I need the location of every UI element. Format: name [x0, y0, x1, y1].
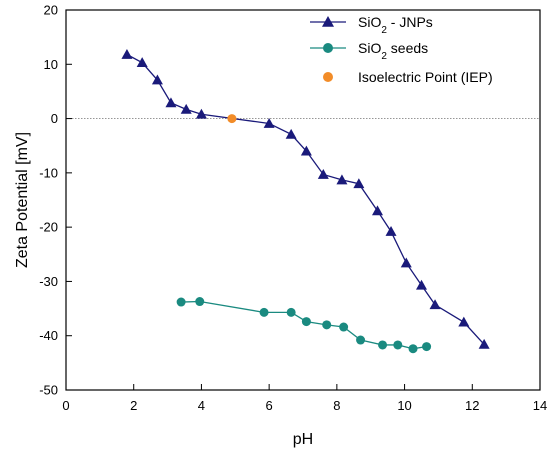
legend-item-1: SiO2 - JNPs: [310, 14, 433, 36]
x-tick-label: 4: [198, 398, 205, 413]
x-tick-label: 6: [266, 398, 273, 413]
y-tick-label: -10: [39, 165, 58, 180]
legend-item-2: SiO2 seeds: [310, 40, 428, 62]
series-2-point-8: [356, 335, 366, 345]
y-tick-label: -30: [39, 274, 58, 289]
series-1-point-9: [300, 145, 312, 156]
x-axis-title: pH: [293, 431, 313, 448]
series-2-point-10: [393, 340, 403, 350]
y-tick-label: -20: [39, 220, 58, 235]
legend-label: SiO2 - JNPs: [358, 14, 433, 36]
series-2-point-1: [176, 297, 186, 307]
series-1-point-2: [136, 57, 148, 68]
series-2-point-4: [286, 307, 296, 317]
x-tick-label: 0: [62, 398, 69, 413]
series-1-point-17: [429, 299, 441, 310]
series-1-point-13: [371, 205, 383, 216]
series-1-point-11: [336, 174, 348, 185]
series-1-point-16: [416, 279, 427, 290]
series-1-point-14: [385, 225, 397, 236]
plot-frame: [65, 9, 541, 391]
series-1-point-10: [317, 168, 329, 179]
series-1-point-12: [353, 178, 365, 189]
series-2-point-12: [422, 342, 432, 352]
legend-item-3: Isoelectric Point (IEP): [323, 69, 493, 85]
y-tick-label: 10: [44, 57, 58, 72]
legend-label: Isoelectric Point (IEP): [358, 69, 493, 85]
series-2-point-5: [301, 317, 311, 327]
series-2-point-6: [322, 320, 332, 330]
series-2-point-2: [195, 297, 205, 307]
y-tick-label: -40: [39, 328, 58, 343]
y-tick-label: 0: [51, 111, 58, 126]
series-1-point-4: [165, 97, 177, 108]
series-2-point-9: [378, 340, 388, 350]
series-3-point-1: [227, 114, 237, 124]
x-tick-label: 12: [465, 398, 479, 413]
series-1-point-18: [458, 316, 470, 327]
series-2-point-11: [408, 344, 418, 354]
series-1-point-19: [478, 338, 490, 349]
legend: SiO2 - JNPs SiO2 seeds Isoelectric Point (…: [310, 14, 493, 85]
series-1: [121, 49, 490, 349]
series-2-point-7: [339, 322, 349, 332]
series-3: [227, 114, 237, 124]
legend-swatch-marker: [322, 16, 334, 27]
x-tick-label: 10: [397, 398, 411, 413]
legend-swatch-marker: [323, 72, 333, 82]
series-1-point-5: [180, 103, 192, 114]
series-1-point-6: [195, 108, 207, 119]
y-axis-title: Zeta Potential [mV]: [14, 132, 31, 268]
x-tick-label: 2: [130, 398, 137, 413]
legend-label: SiO2 seeds: [358, 40, 428, 62]
series-1-point-1: [121, 49, 133, 59]
series-1-point-15: [400, 257, 412, 268]
x-tick-label: 8: [333, 398, 340, 413]
y-tick-label: 20: [44, 3, 58, 18]
x-tick-label: 14: [533, 398, 547, 413]
series-1-point-7: [263, 117, 275, 128]
series-2-point-3: [259, 307, 269, 317]
series-1-point-8: [285, 128, 297, 139]
series-2: [176, 297, 432, 354]
y-tick-label: -50: [39, 383, 58, 398]
series-1-point-3: [151, 74, 163, 85]
legend-swatch-marker: [323, 43, 333, 53]
